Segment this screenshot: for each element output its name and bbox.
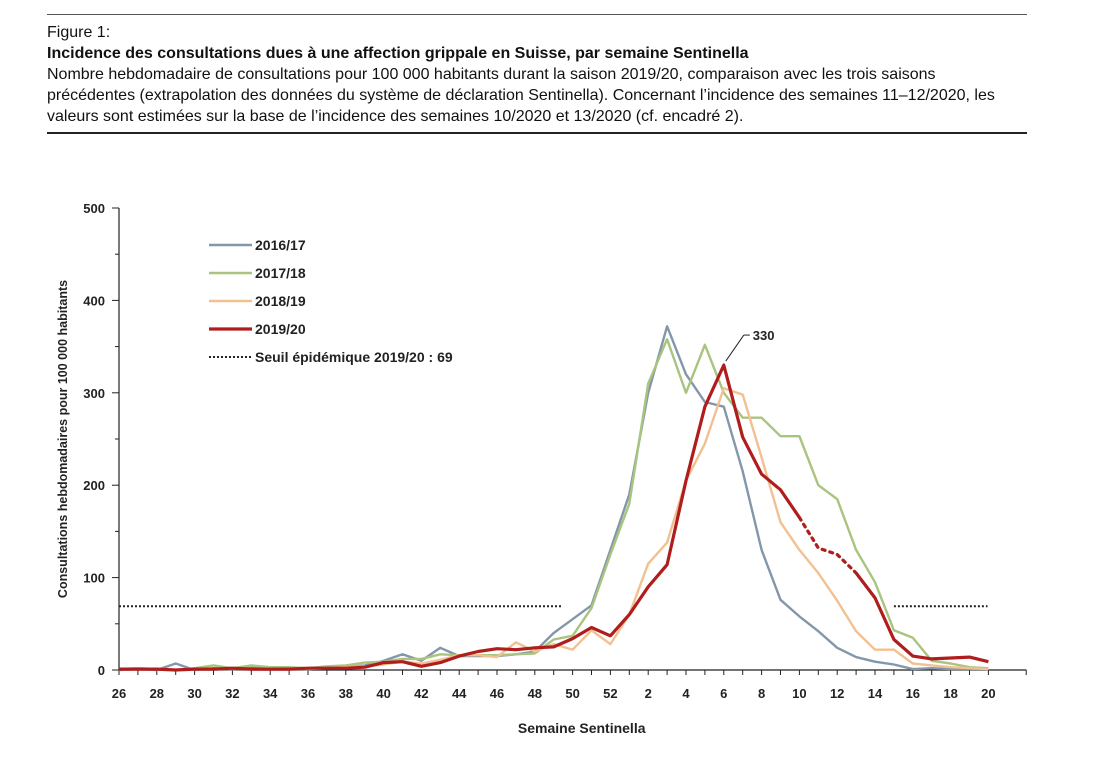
x-tick-label: 28 (150, 686, 164, 701)
x-axis-title: Semaine Sentinella (518, 720, 646, 736)
series-line-estimated-2019/20 (797, 515, 858, 575)
x-tick-label: 48 (528, 686, 542, 701)
figure-description: Nombre hebdomadaire de consultations pou… (47, 66, 995, 125)
legend-label: 2019/20 (255, 321, 306, 337)
annotation-label: 330 (753, 328, 775, 343)
legend-label: 2017/18 (255, 265, 306, 281)
figure-caption: Figure 1: Incidence des consultations du… (47, 14, 1027, 134)
figure-label: Figure 1: (47, 24, 111, 41)
x-tick-label: 16 (906, 686, 920, 701)
x-tick-label: 4 (682, 686, 690, 701)
y-tick-label: 300 (83, 386, 105, 401)
x-tick-label: 50 (565, 686, 579, 701)
series-line-2019/20 (854, 572, 989, 664)
y-axis-title: Consultations hebdomadaires pour 100 000… (56, 280, 70, 598)
x-tick-label: 20 (981, 686, 995, 701)
y-tick-label: 500 (83, 201, 105, 216)
y-tick-label: 0 (98, 663, 105, 678)
legend-label: Seuil épidémique 2019/20 : 69 (255, 349, 453, 365)
x-tick-label: 2 (645, 686, 652, 701)
x-tick-label: 32 (225, 686, 239, 701)
x-tick-label: 18 (943, 686, 957, 701)
x-tick-label: 30 (187, 686, 201, 701)
series-line-2019/20 (119, 363, 801, 672)
x-tick-label: 38 (339, 686, 353, 701)
caption-bottom-rule (47, 132, 1027, 134)
series-line-2017/18 (118, 338, 989, 672)
x-tick-label: 10 (792, 686, 806, 701)
y-tick-label: 400 (83, 293, 105, 308)
caption-top-rule (47, 14, 1027, 15)
figure-title: Incidence des consultations dues à une a… (47, 45, 749, 62)
x-tick-label: 36 (301, 686, 315, 701)
x-tick-label: 6 (720, 686, 727, 701)
series-line-2016/17 (118, 325, 989, 672)
legend-label: 2016/17 (255, 237, 306, 253)
x-tick-label: 26 (112, 686, 126, 701)
x-tick-label: 8 (758, 686, 765, 701)
x-tick-label: 46 (490, 686, 504, 701)
x-tick-label: 40 (376, 686, 390, 701)
x-tick-label: 34 (263, 686, 278, 701)
x-tick-label: 52 (603, 686, 617, 701)
series-line-2018/19 (118, 387, 989, 672)
annotation-leader (725, 334, 745, 362)
y-tick-label: 200 (83, 478, 105, 493)
x-tick-label: 14 (868, 686, 883, 701)
x-tick-label: 44 (452, 686, 467, 701)
x-tick-label: 12 (830, 686, 844, 701)
x-tick-label: 42 (414, 686, 428, 701)
legend-label: 2018/19 (255, 293, 306, 309)
y-tick-label: 100 (83, 571, 105, 586)
